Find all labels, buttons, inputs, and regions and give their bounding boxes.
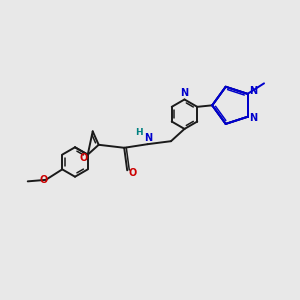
Text: O: O	[128, 168, 137, 178]
Text: N: N	[144, 133, 152, 142]
Text: H: H	[135, 128, 143, 137]
Text: N: N	[180, 88, 189, 98]
Text: O: O	[79, 153, 87, 163]
Text: N: N	[250, 86, 258, 96]
Text: N: N	[250, 113, 258, 123]
Text: O: O	[39, 176, 47, 185]
